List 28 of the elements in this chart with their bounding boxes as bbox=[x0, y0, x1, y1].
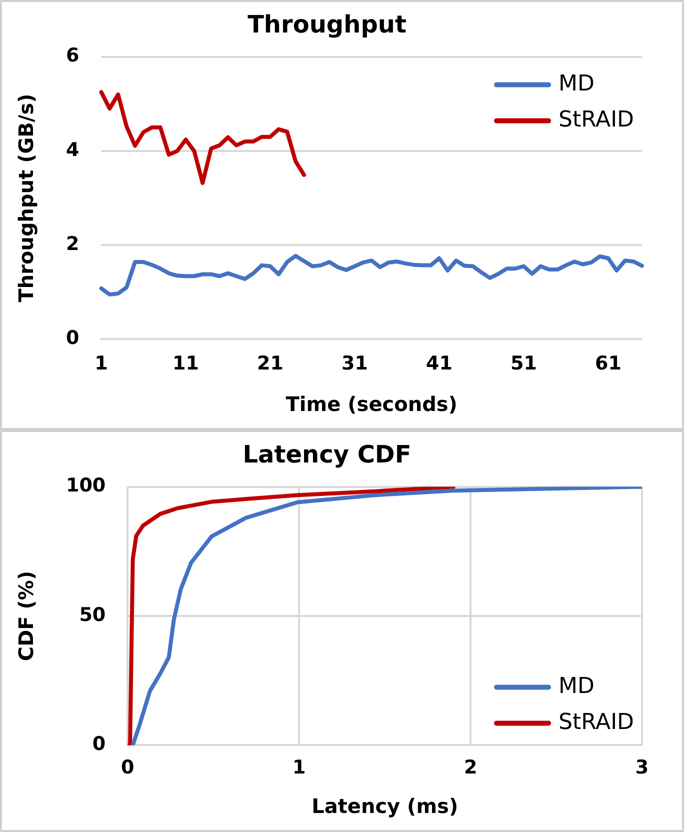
y-tick-label: 0 bbox=[66, 327, 80, 350]
y-axis-title: Throughput (GB/s) bbox=[14, 94, 38, 302]
y-tick-label: 6 bbox=[66, 44, 80, 67]
x-tick-label: 3 bbox=[635, 756, 649, 779]
x-axis-title: Time (seconds) bbox=[286, 392, 458, 416]
legend-label: StRAID bbox=[558, 108, 634, 133]
x-axis-title: Latency (ms) bbox=[312, 794, 458, 818]
y-tick-label: 50 bbox=[79, 604, 106, 626]
y-tick-label: 100 bbox=[66, 474, 106, 497]
x-tick-label: 1 bbox=[94, 352, 108, 375]
chart-title: Throughput bbox=[248, 10, 406, 39]
chart-title: Latency CDF bbox=[242, 440, 412, 469]
y-tick-label: 0 bbox=[92, 733, 106, 756]
legend-label: MD bbox=[558, 674, 594, 699]
y-tick-label: 2 bbox=[66, 233, 80, 256]
x-tick-label: 31 bbox=[341, 352, 368, 375]
x-tick-label: 0 bbox=[121, 756, 134, 779]
x-tick-label: 2 bbox=[464, 756, 478, 779]
x-tick-label: 21 bbox=[256, 352, 284, 375]
x-tick-label: 61 bbox=[594, 352, 622, 375]
x-tick-label: 11 bbox=[172, 352, 199, 375]
x-tick-label: 1 bbox=[292, 756, 306, 779]
y-axis-title: CDF (%) bbox=[14, 570, 38, 662]
legend-label: MD bbox=[558, 72, 594, 97]
x-tick-label: 41 bbox=[426, 352, 452, 375]
y-tick-label: 4 bbox=[66, 138, 80, 161]
legend-label: StRAID bbox=[558, 710, 634, 735]
x-tick-label: 51 bbox=[510, 352, 537, 375]
